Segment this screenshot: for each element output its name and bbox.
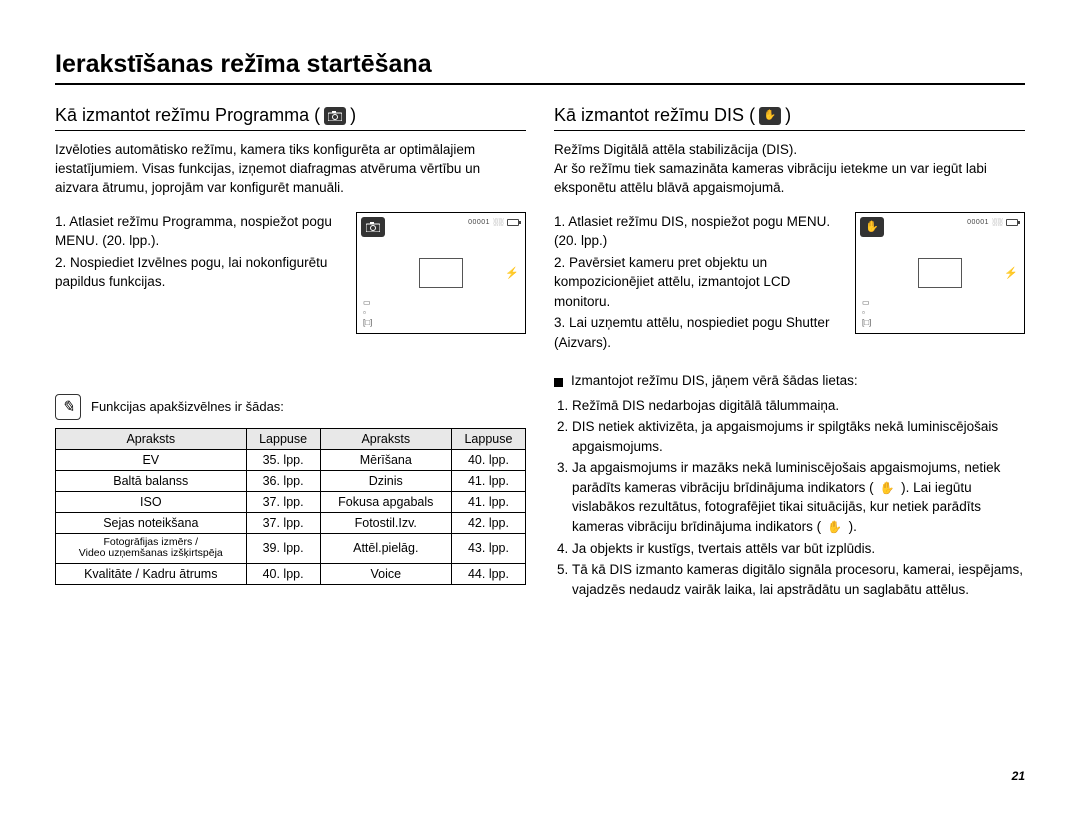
heading-text-a: Kā izmantot režīmu DIS ( xyxy=(554,105,755,126)
hand-icon: ✋ xyxy=(877,481,897,495)
focus-frame-icon xyxy=(419,258,463,288)
table-row: Fotogrāfijas izmērs / Video uzņemšanas i… xyxy=(56,533,526,563)
table-cell: 44. lpp. xyxy=(451,563,525,584)
lcd-counter: 00001 xyxy=(468,219,490,226)
list-item: DIS netiek aktivizēta, ja apgaismojums i… xyxy=(572,417,1025,456)
lcd-res: ░░ xyxy=(493,219,504,226)
left-column: Kā izmantot režīmu Programma ( ) Izvēlot… xyxy=(55,105,526,601)
program-steps-list: 1. Atlasiet režīmu Programma, nospiežot … xyxy=(55,212,346,294)
note-text: Funkcijas apakšizvēlnes ir šādas: xyxy=(91,399,284,414)
hand-icon: ✋ xyxy=(825,520,845,534)
lcd-left-icons: ▭ ▫ [□] xyxy=(363,299,372,327)
list-item: Ja objekts ir kustīgs, tvertais attēls v… xyxy=(572,539,1025,559)
list-item: Režīmā DIS nedarbojas digitālā tālummaiņ… xyxy=(572,396,1025,416)
table-cell: Kvalitāte / Kadru ātrums xyxy=(56,563,247,584)
table-cell: Fokusa apgabals xyxy=(320,491,451,512)
right-column: Kā izmantot režīmu DIS ( ✋ ) Režīms Digi… xyxy=(554,105,1025,601)
table-cell: Sejas noteikšana xyxy=(56,512,247,533)
program-mode-heading: Kā izmantot režīmu Programma ( ) xyxy=(55,105,526,131)
camera-icon xyxy=(361,217,385,237)
note-row: ✎ Funkcijas apakšizvēlnes ir šādas: xyxy=(55,394,526,420)
table-cell: 41. lpp. xyxy=(451,491,525,512)
table-cell: 37. lpp. xyxy=(246,491,320,512)
dis-steps-block: 1. Atlasiet režīmu DIS, nospiežot pogu M… xyxy=(554,212,1025,355)
table-cell: Fotogrāfijas izmērs / Video uzņemšanas i… xyxy=(56,533,247,563)
list-item: 2. Pavērsiet kameru pret objektu un komp… xyxy=(554,253,845,312)
table-row: ISO37. lpp.Fokusa apgabals41. lpp. xyxy=(56,491,526,512)
th: Apraksts xyxy=(320,428,451,449)
lcd-counter: 00001 xyxy=(967,219,989,226)
table-cell: Dzinis xyxy=(320,470,451,491)
table-cell: ISO xyxy=(56,491,247,512)
dis-steps-list: 1. Atlasiet režīmu DIS, nospiežot pogu M… xyxy=(554,212,845,355)
th: Lappuse xyxy=(451,428,525,449)
table-row: Kvalitāte / Kadru ātrums40. lpp.Voice44.… xyxy=(56,563,526,584)
table-cell: 37. lpp. xyxy=(246,512,320,533)
page-number: 21 xyxy=(1012,769,1025,783)
th: Apraksts xyxy=(56,428,247,449)
table-row: Baltā balanss36. lpp.Dzinis41. lpp. xyxy=(56,470,526,491)
program-steps-block: 1. Atlasiet režīmu Programma, nospiežot … xyxy=(55,212,526,334)
list-item: 2. Nospiediet Izvēlnes pogu, lai nokonfi… xyxy=(55,253,346,292)
metering-icon: [□] xyxy=(363,319,372,327)
table-cell: 39. lpp. xyxy=(246,533,320,563)
table-row: Sejas noteikšana37. lpp.Fotostil.Izv.42.… xyxy=(56,512,526,533)
table-cell: 43. lpp. xyxy=(451,533,525,563)
flash-icon: ⚡ xyxy=(1004,266,1018,279)
th: Lappuse xyxy=(246,428,320,449)
list-item: Tā kā DIS izmanto kameras digitālo signā… xyxy=(572,560,1025,599)
table-cell: EV xyxy=(56,449,247,470)
lcd-res: ░░ xyxy=(992,219,1003,226)
page-title: Ierakstīšanas režīma startēšana xyxy=(55,50,1025,85)
focus-frame-icon xyxy=(918,258,962,288)
table-cell: 35. lpp. xyxy=(246,449,320,470)
dis-notes-heading: Izmantojot režīmu DIS, jāņem vērā šādas … xyxy=(554,373,1025,388)
dis-intro-text: Režīms Digitālā attēla stabilizācija (DI… xyxy=(554,141,1025,198)
table-body: EV35. lpp.Mērīšana40. lpp.Baltā balanss3… xyxy=(56,449,526,584)
square-bullet-icon xyxy=(554,378,563,387)
table-cell: Fotostil.Izv. xyxy=(320,512,451,533)
heading-text-b: ) xyxy=(785,105,791,126)
list-item: 1. Atlasiet režīmu Programma, nospiežot … xyxy=(55,212,346,251)
table-row: EV35. lpp.Mērīšana40. lpp. xyxy=(56,449,526,470)
dis-mode-heading: Kā izmantot režīmu DIS ( ✋ ) xyxy=(554,105,1025,131)
lcd-status-bar: 00001 ░░ xyxy=(967,219,1018,226)
metering-icon: [□] xyxy=(862,319,871,327)
quality-icon: ▫ xyxy=(862,309,871,317)
hand-icon: ✋ xyxy=(759,107,781,125)
program-intro-text: Izvēloties automātisko režīmu, kamera ti… xyxy=(55,141,526,198)
resolution-icon: ▭ xyxy=(862,299,871,307)
resolution-icon: ▭ xyxy=(363,299,372,307)
battery-icon xyxy=(507,219,519,226)
list-item: 3. Lai uzņemtu attēlu, nospiediet pogu S… xyxy=(554,313,845,352)
two-column-layout: Kā izmantot režīmu Programma ( ) Izvēlot… xyxy=(55,105,1025,601)
camera-icon xyxy=(324,107,346,125)
hand-icon: ✋ xyxy=(860,217,884,237)
table-cell: 42. lpp. xyxy=(451,512,525,533)
list-item: 1. Atlasiet režīmu DIS, nospiežot pogu M… xyxy=(554,212,845,251)
list-item: Ja apgaismojums ir mazāks nekā luminiscē… xyxy=(572,458,1025,536)
table-cell: 36. lpp. xyxy=(246,470,320,491)
lcd-status-bar: 00001 ░░ xyxy=(468,219,519,226)
battery-icon xyxy=(1006,219,1018,226)
table-cell: 40. lpp. xyxy=(451,449,525,470)
table-cell: Mērīšana xyxy=(320,449,451,470)
lcd-left-icons: ▭ ▫ [□] xyxy=(862,299,871,327)
functions-table: Apraksts Lappuse Apraksts Lappuse EV35. … xyxy=(55,428,526,585)
table-cell: Attēl.pielāg. xyxy=(320,533,451,563)
flash-icon: ⚡ xyxy=(505,266,519,279)
lcd-preview-dis: ✋ 00001 ░░ ⚡ ▭ ▫ [□] xyxy=(855,212,1025,334)
lcd-preview-program: 00001 ░░ ⚡ ▭ ▫ [□] xyxy=(356,212,526,334)
table-cell: Voice xyxy=(320,563,451,584)
notes-heading-text: Izmantojot režīmu DIS, jāņem vērā šādas … xyxy=(571,373,858,388)
heading-text-b: ) xyxy=(350,105,356,126)
info-icon: ✎ xyxy=(55,394,81,420)
table-cell: 40. lpp. xyxy=(246,563,320,584)
dis-notes-list: Režīmā DIS nedarbojas digitālā tālummaiņ… xyxy=(554,396,1025,600)
quality-icon: ▫ xyxy=(363,309,372,317)
table-header-row: Apraksts Lappuse Apraksts Lappuse xyxy=(56,428,526,449)
table-cell: Baltā balanss xyxy=(56,470,247,491)
table-cell: 41. lpp. xyxy=(451,470,525,491)
heading-text-a: Kā izmantot režīmu Programma ( xyxy=(55,105,320,126)
